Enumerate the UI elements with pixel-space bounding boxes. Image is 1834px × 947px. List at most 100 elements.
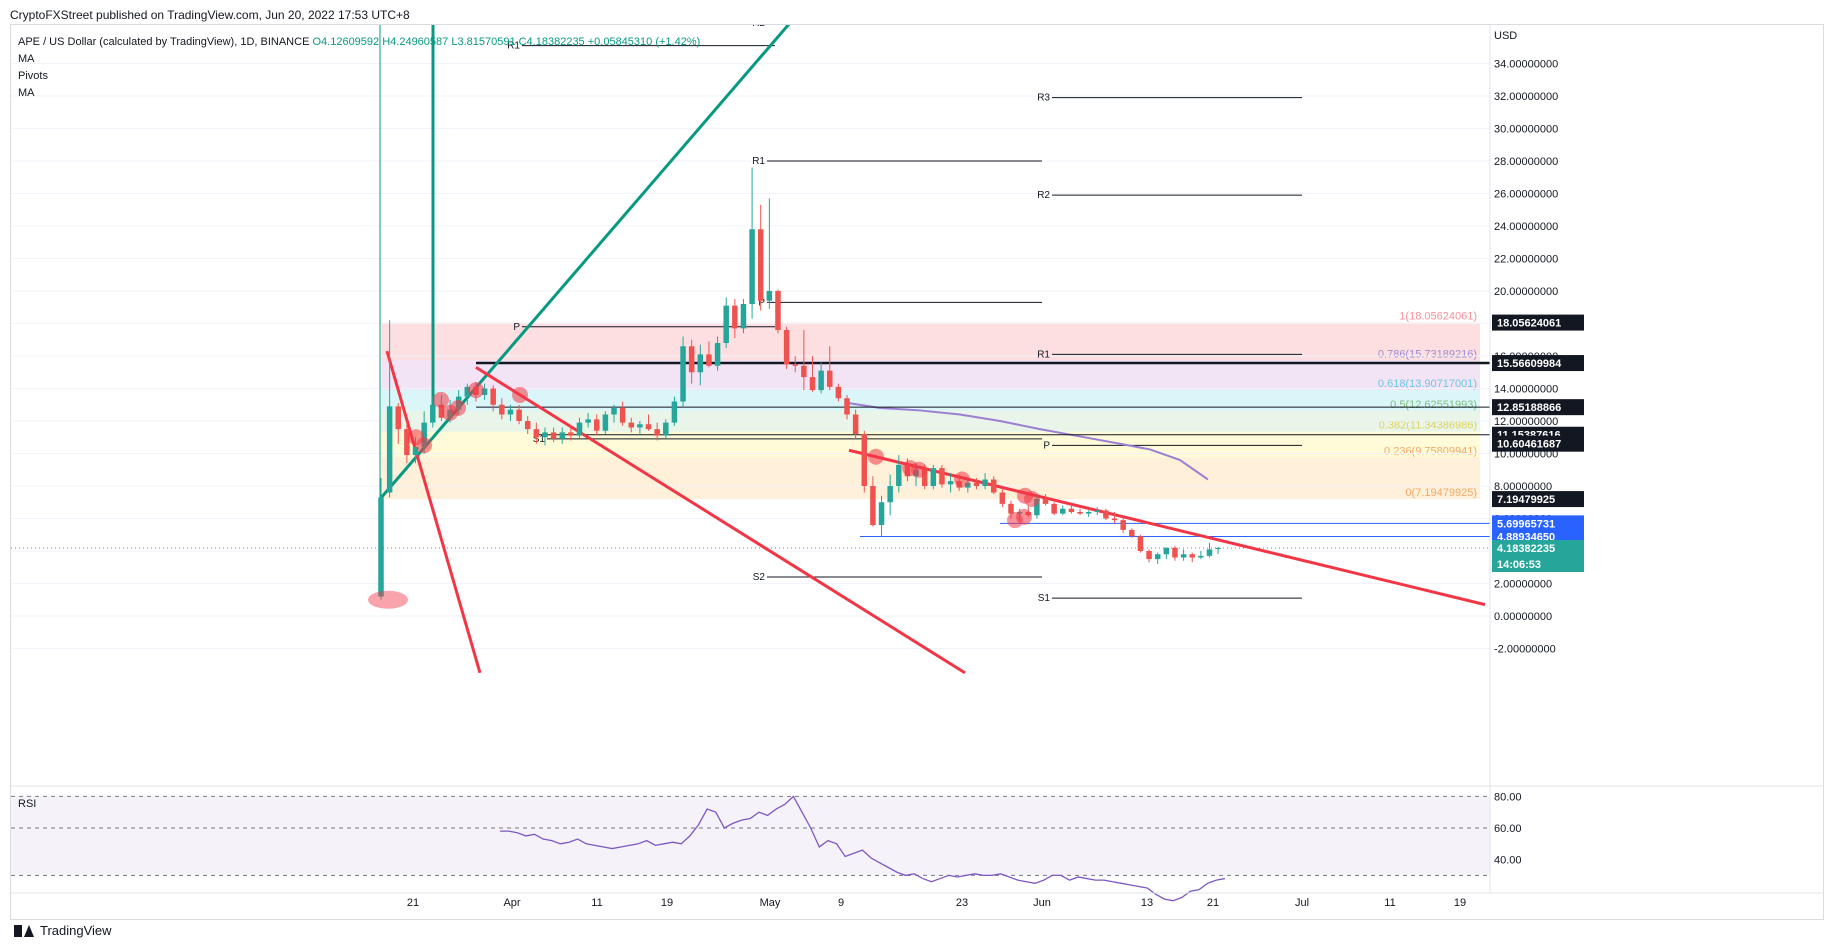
candle-body — [921, 469, 928, 486]
symbol-title[interactable]: APE / US Dollar (calculated by TradingVi… — [18, 36, 310, 48]
price-axis-label: 8.00000000 — [1494, 481, 1552, 493]
touch-marker — [512, 387, 528, 403]
candle-body — [671, 401, 678, 423]
pivot-label: R1 — [507, 41, 520, 52]
candle-body — [430, 404, 436, 423]
fib-level-label: 0.786(15.73189216) — [1378, 348, 1477, 360]
candle-body — [490, 388, 496, 405]
candle-body — [1077, 512, 1083, 514]
candle-body — [973, 482, 980, 486]
rsi-band — [11, 796, 1490, 876]
fib-band — [381, 457, 1480, 500]
time-axis-label: May — [760, 897, 781, 909]
candle-body — [1180, 554, 1187, 558]
time-axis-label: 23 — [956, 897, 968, 909]
price-tag — [1492, 515, 1584, 532]
rsi-pane-label[interactable]: RSI — [18, 798, 37, 810]
candle-body — [723, 305, 729, 343]
candle-body — [740, 304, 747, 329]
candle-body — [766, 291, 773, 301]
candle-body — [628, 422, 635, 428]
price-axis-label: 32.00000000 — [1494, 91, 1558, 103]
touch-marker — [911, 461, 927, 478]
chart-legend: APE / US Dollar (calculated by TradingVi… — [18, 34, 700, 102]
candle-body — [990, 479, 997, 493]
candle-body — [878, 502, 885, 525]
candle-body — [844, 398, 850, 415]
candle-body — [732, 305, 738, 329]
fib-level-label: 1(18.05624061) — [1399, 311, 1477, 323]
chart-frame — [10, 24, 1824, 920]
pivot-label: P — [758, 297, 765, 308]
candle-body — [896, 464, 902, 486]
price-axis-label: 12.00000000 — [1494, 416, 1558, 428]
time-axis-label: Jul — [1295, 897, 1309, 909]
price-axis-label: 20.00000000 — [1494, 286, 1558, 298]
candle-body — [1094, 510, 1101, 512]
candle-body — [792, 364, 798, 366]
candle-body — [611, 408, 617, 415]
fib-level-label: 0.618(13.90717001) — [1378, 378, 1477, 390]
candle-body — [1034, 499, 1040, 516]
ohlc-values: O4.12609592 H4.24960587 L3.81570591 C4.1… — [312, 36, 701, 48]
candle-body — [1154, 554, 1161, 560]
candle-body — [542, 432, 548, 438]
candle-body — [939, 468, 945, 485]
candle-body — [697, 354, 704, 373]
price-tag-label: 15.56609984 — [1497, 358, 1562, 370]
publish-info: CryptoFXStreet published on TradingView.… — [10, 8, 410, 22]
price-axis-label: -2.00000000 — [1494, 644, 1556, 656]
candle-body — [395, 406, 402, 430]
candle-body — [481, 388, 488, 395]
candle-body — [930, 468, 937, 486]
candle-body — [1172, 547, 1178, 558]
price-tag — [1492, 435, 1584, 452]
candle-body — [775, 291, 781, 330]
indicator-ma-2[interactable]: MA — [18, 87, 35, 99]
low-marker — [368, 590, 408, 609]
candle-body — [1215, 548, 1221, 550]
price-tag — [1492, 399, 1584, 416]
currency-label: USD — [1494, 30, 1517, 42]
rsi-axis-label: 60.00 — [1494, 823, 1522, 835]
touch-marker — [468, 382, 484, 399]
candle-body — [1008, 503, 1014, 514]
candle-body — [827, 370, 833, 387]
time-axis-label: 11 — [1384, 897, 1395, 909]
countdown-label: 14:06:53 — [1497, 559, 1541, 571]
candle-body — [550, 432, 557, 439]
tradingview-footer[interactable]: TradingView — [14, 923, 112, 938]
price-axis-label: 30.00000000 — [1494, 124, 1558, 136]
candle-body — [1163, 547, 1170, 555]
candle-body — [749, 229, 755, 304]
candle-body — [965, 482, 971, 488]
candle-body — [619, 408, 626, 423]
candle-body — [1137, 536, 1144, 551]
indicator-pivots[interactable]: Pivots — [18, 70, 48, 82]
candle-body — [982, 479, 988, 486]
price-axis-label: 14.00000000 — [1494, 384, 1558, 396]
candle-body — [809, 377, 816, 391]
candle-body — [507, 409, 514, 415]
touch-marker — [868, 448, 884, 465]
time-axis-label: 13 — [1141, 897, 1153, 909]
rsi-axis-label: 40.00 — [1494, 855, 1522, 867]
candle-body — [1085, 512, 1092, 514]
indicator-ma-1[interactable]: MA — [18, 53, 35, 65]
candle-body — [533, 429, 540, 438]
candle-body — [688, 346, 695, 373]
steep-trendline — [385, 350, 482, 674]
candle-body — [499, 404, 505, 415]
candle-body — [801, 365, 807, 378]
candle-body — [999, 492, 1006, 504]
price-tag-label: 12.85188866 — [1497, 402, 1561, 414]
time-axis-label: Jun — [1033, 897, 1051, 909]
candle-body — [378, 497, 384, 597]
pivot-label: P — [1043, 440, 1050, 451]
pivot-label: S1 — [1038, 593, 1051, 604]
countdown-tag — [1492, 556, 1584, 573]
tradingview-logo-icon — [14, 924, 34, 937]
candle-body — [663, 422, 669, 436]
touch-marker — [416, 437, 432, 454]
